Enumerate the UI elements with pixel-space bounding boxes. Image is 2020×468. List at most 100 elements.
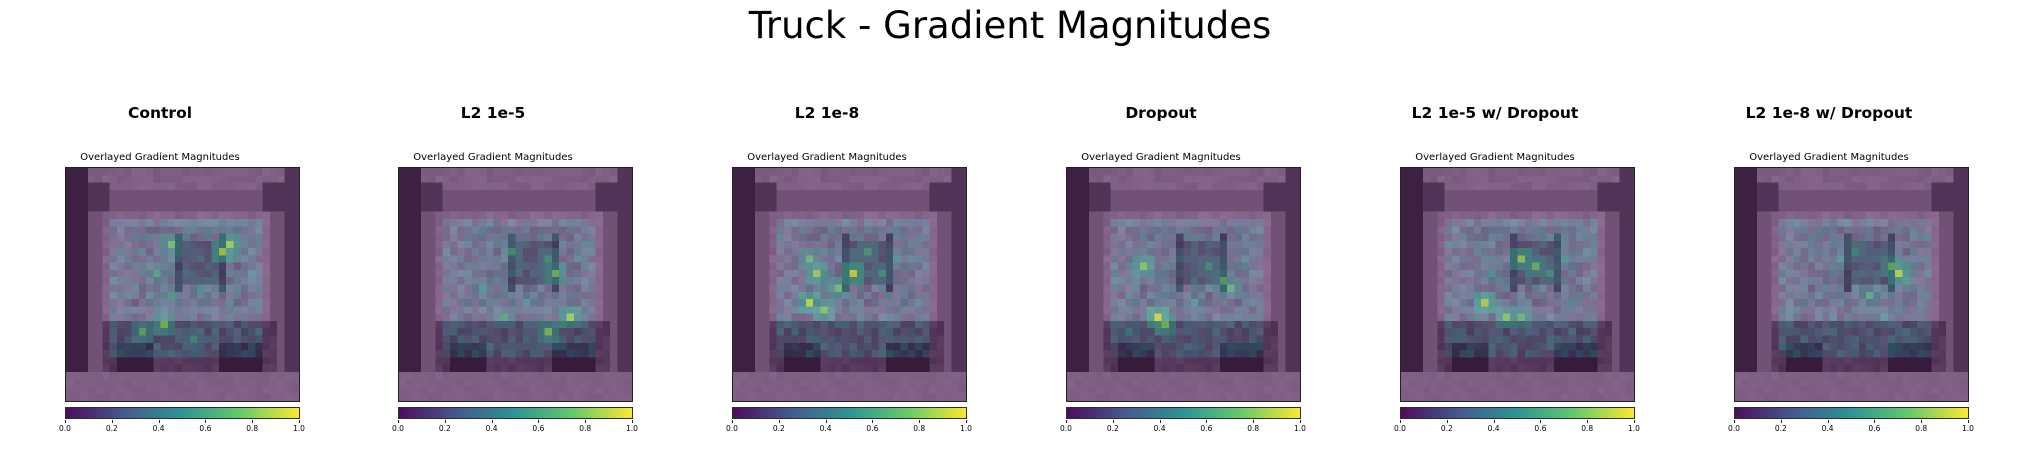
- heatmap-cell: [1517, 182, 1525, 190]
- heatmap-cell: [457, 175, 465, 183]
- heatmap-cell: [515, 386, 523, 394]
- heatmap-cell: [1539, 277, 1547, 285]
- heatmap-cell: [138, 248, 147, 256]
- heatmap-cell: [733, 189, 741, 198]
- heatmap-cell: [813, 218, 821, 227]
- heatmap-cell: [1575, 233, 1584, 241]
- heatmap-cell: [277, 284, 285, 292]
- heatmap-cell: [1437, 342, 1445, 351]
- heatmap-cell: [769, 393, 777, 401]
- heatmap-cell: [138, 393, 147, 401]
- heatmap-cell: [1532, 328, 1540, 336]
- heatmap-cell: [624, 335, 632, 343]
- heatmap-cell: [783, 364, 792, 373]
- heatmap-cell: [1422, 204, 1431, 212]
- heatmap-cell: [284, 364, 292, 373]
- heatmap-cell: [827, 393, 836, 401]
- heatmap-cell: [1234, 262, 1242, 271]
- heatmap-cell: [813, 328, 821, 336]
- heatmap-cell: [1430, 255, 1438, 263]
- heatmap-cell: [116, 357, 125, 365]
- heatmap-cell: [1096, 168, 1104, 176]
- heatmap-cell: [958, 313, 966, 322]
- heatmap-cell: [740, 204, 748, 212]
- heatmap-cell: [849, 226, 857, 234]
- heatmap-cell: [1270, 168, 1279, 176]
- heatmap-cell: [1132, 379, 1140, 387]
- heatmap-cell: [581, 197, 589, 205]
- heatmap-cell: [1147, 328, 1155, 336]
- heatmap-cell: [182, 168, 190, 176]
- heatmap-cell: [929, 204, 938, 212]
- heatmap-cell: [1437, 168, 1445, 176]
- heatmap-cell: [399, 335, 407, 343]
- heatmap-cell: [588, 211, 596, 220]
- heatmap-cell: [740, 328, 748, 336]
- heatmap-cell: [1190, 233, 1199, 241]
- heatmap-cell: [1103, 335, 1111, 343]
- heatmap-cell: [218, 320, 227, 329]
- heatmap-cell: [449, 211, 458, 220]
- heatmap-cell: [464, 182, 472, 190]
- heatmap-cell: [588, 189, 596, 198]
- heatmap-cell: [1575, 204, 1584, 212]
- heatmap-cell: [1422, 218, 1431, 227]
- heatmap-cell: [435, 168, 443, 176]
- heatmap-cell: [399, 226, 407, 234]
- heatmap-cell: [131, 306, 139, 314]
- heatmap-cell: [1488, 255, 1496, 263]
- heatmap-cell: [66, 255, 74, 263]
- heatmap-cell: [1176, 357, 1184, 365]
- heatmap-cell: [269, 328, 278, 336]
- heatmap-cell: [175, 386, 183, 394]
- heatmap-cell: [464, 328, 472, 336]
- heatmap-cell: [1451, 218, 1460, 227]
- heatmap-cell: [740, 342, 748, 351]
- heatmap-cell: [530, 204, 538, 212]
- heatmap-cell: [885, 364, 894, 373]
- heatmap-cell: [1292, 393, 1300, 401]
- heatmap-cell: [878, 211, 887, 220]
- heatmap-cell: [610, 306, 618, 314]
- heatmap-cell: [197, 320, 205, 329]
- heatmap-cell: [1256, 226, 1264, 234]
- heatmap-cell: [1241, 371, 1250, 380]
- heatmap-cell: [1103, 233, 1111, 241]
- heatmap-cell: [1263, 226, 1272, 234]
- heatmap-cell: [878, 393, 887, 401]
- heatmap-cell: [486, 204, 494, 212]
- heatmap-cell: [1205, 357, 1213, 365]
- heatmap-cell: [124, 371, 132, 380]
- heatmap-cell: [740, 277, 748, 285]
- heatmap-cell: [1096, 277, 1104, 285]
- heatmap-cell: [399, 168, 407, 176]
- heatmap-cell: [740, 218, 748, 227]
- heatmap-cell: [885, 240, 894, 249]
- heatmap-cell: [291, 350, 299, 358]
- heatmap-cell: [1234, 371, 1242, 380]
- heatmap-cell: [754, 350, 763, 358]
- heatmap-cell: [1459, 291, 1467, 300]
- heatmap-cell: [1270, 379, 1279, 387]
- heatmap-cell: [284, 284, 292, 292]
- heatmap-cell: [167, 168, 176, 176]
- heatmap-cell: [522, 269, 531, 278]
- heatmap-cell: [1081, 313, 1089, 322]
- heatmap-cell: [464, 175, 472, 183]
- heatmap-cell: [856, 240, 865, 249]
- heatmap-cell: [218, 277, 227, 285]
- heatmap-cell: [1227, 269, 1235, 278]
- heatmap-cell: [1249, 306, 1257, 314]
- heatmap-cell: [1510, 350, 1518, 358]
- heatmap-cell: [915, 233, 923, 241]
- heatmap-cell: [442, 226, 451, 234]
- heatmap-cell: [204, 262, 212, 271]
- heatmap-cell: [146, 379, 154, 387]
- heatmap-cell: [551, 393, 560, 401]
- heatmap-cell: [1096, 328, 1104, 336]
- heatmap-cell: [1539, 211, 1547, 220]
- heatmap-cell: [537, 284, 545, 292]
- heatmap-cell: [1117, 313, 1126, 322]
- heatmap-cell: [893, 364, 901, 373]
- heatmap-cell: [595, 226, 604, 234]
